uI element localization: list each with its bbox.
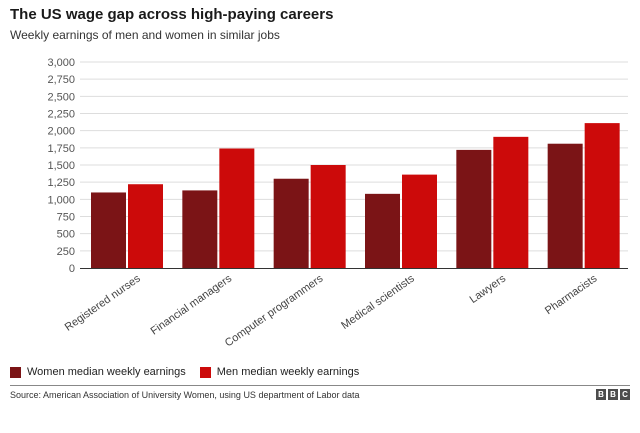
legend-item-women: Women median weekly earnings (10, 366, 186, 378)
bar-men (493, 136, 529, 268)
legend-swatch-men (199, 366, 211, 378)
y-tick-label: 0 (69, 263, 75, 275)
bars (91, 123, 620, 268)
chart-title: The US wage gap across high-paying caree… (10, 6, 334, 23)
y-tick-label: 1,500 (47, 160, 75, 172)
footer-divider (10, 385, 630, 386)
bar-men (402, 174, 437, 268)
x-tick-label: Lawyers (468, 272, 509, 306)
source-note: Source: American Association of Universi… (10, 390, 360, 400)
bar-chart: 0 250 500 750 1,000 1,250 1,500 1,750 2,000 2,250… (47, 57, 628, 349)
bbc-logo-letter: B (596, 389, 606, 400)
x-tick-label: Medical scientists (339, 272, 417, 332)
bar-men (310, 165, 346, 268)
legend-swatch-women (10, 366, 21, 378)
bar-women (182, 190, 218, 268)
bbc-logo-letter: C (620, 389, 630, 400)
x-tick-label: Computer programmers (223, 272, 326, 349)
gridlines (80, 61, 628, 252)
bar-men (128, 184, 163, 268)
legend-label-women: Women median weekly earnings (27, 366, 186, 378)
y-tick-label: 2,500 (47, 91, 75, 103)
bar-women (547, 143, 583, 268)
x-tick-label: Pharmacists (543, 272, 600, 317)
y-tick-label: 1,250 (47, 177, 75, 189)
y-axis-ticks: 0 250 500 750 1,000 1,250 1,500 1,750 2,000 2,250… (47, 57, 75, 275)
chart-subtitle: Weekly earnings of men and women in simi… (10, 28, 280, 42)
bbc-logo: B B C (594, 389, 630, 400)
bar-women (273, 178, 309, 268)
legend-item-men: Men median weekly earnings (199, 366, 360, 378)
y-tick-label: 2,250 (47, 109, 75, 121)
y-tick-label: 1,000 (47, 194, 75, 206)
y-tick-label: 500 (57, 229, 75, 241)
y-tick-label: 250 (57, 246, 75, 258)
bar-women (365, 193, 400, 268)
y-tick-label: 2,750 (47, 74, 75, 86)
legend: Women median weekly earnings Men median … (10, 366, 373, 378)
bar-women (91, 192, 126, 268)
y-tick-label: 3,000 (47, 57, 75, 69)
x-axis-labels: Registered nurses Financial managersCompu… (63, 272, 600, 349)
bar-women (456, 149, 492, 268)
bar-men (219, 148, 255, 268)
y-tick-label: 1,750 (47, 143, 75, 155)
y-tick-label: 2,000 (47, 126, 75, 138)
legend-label-men: Men median weekly earnings (216, 366, 360, 378)
x-tick-label: Financial managers (149, 272, 235, 337)
bbc-logo-letter: B (608, 389, 618, 400)
x-tick-label: Registered nurses (63, 272, 143, 333)
bar-men (584, 123, 620, 268)
y-tick-label: 750 (57, 212, 75, 224)
